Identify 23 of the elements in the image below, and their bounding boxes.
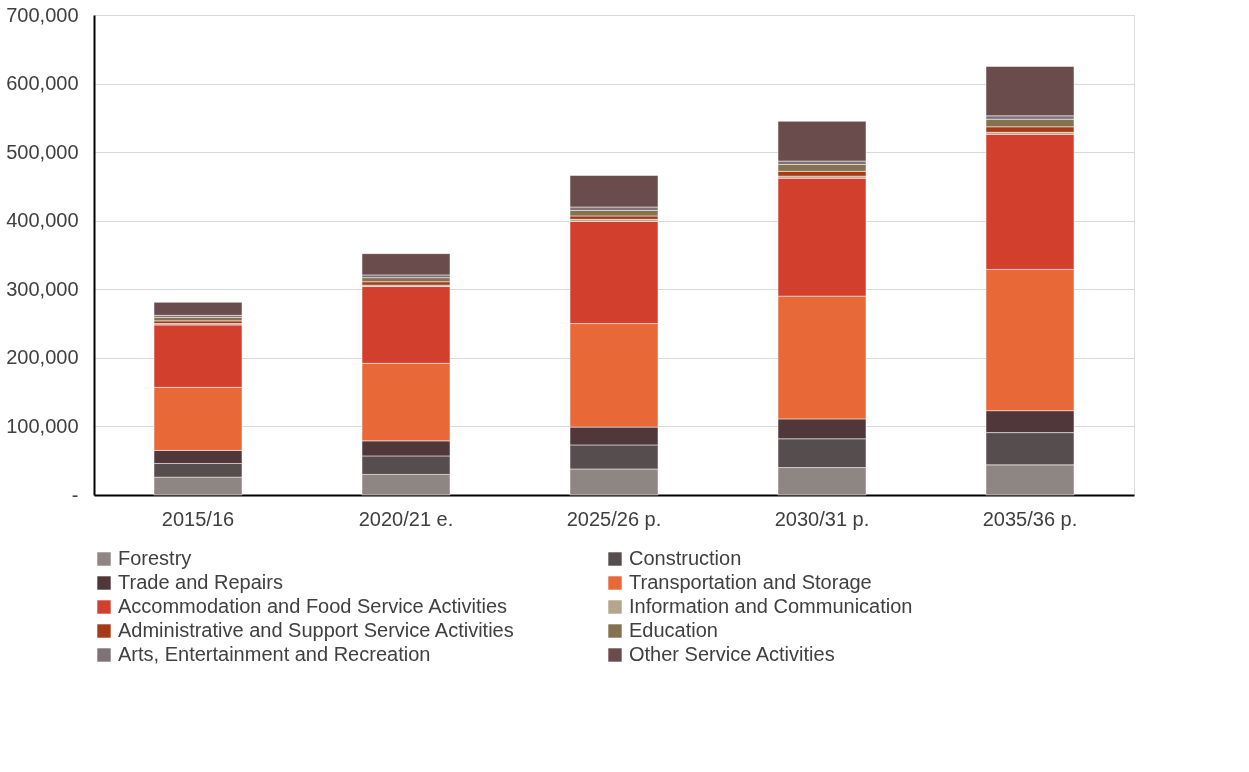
legend-label: Transportation and Storage (629, 571, 872, 593)
x-tick-label: 2035/36 p. (982, 507, 1078, 530)
x-tick-label: 2025/26 p. (566, 507, 662, 530)
x-tick-label: 2020/21 e. (358, 507, 454, 530)
legend-label: Information and Communication (629, 595, 913, 617)
y-tick-label: 700,000 (6, 3, 79, 26)
y-tick-label: 400,000 (6, 209, 79, 232)
y-tick-label: 300,000 (6, 277, 79, 300)
legend-label: Other Service Activities (629, 643, 835, 665)
legend-label: Accommodation and Food Service Activities (118, 595, 508, 617)
x-tick-label: 2015/16 (161, 507, 235, 530)
y-tick-label: 200,000 (6, 346, 79, 369)
y-tick-label: 500,000 (6, 140, 79, 163)
legend-label: Forestry (118, 547, 192, 569)
legend-label: Administrative and Support Service Activities (118, 619, 514, 641)
legend-label: Arts, Entertainment and Recreation (118, 643, 431, 665)
legend-label: Construction (629, 547, 742, 569)
y-tick-label: 100,000 (6, 414, 79, 437)
y-tick-label: 600,000 (6, 72, 79, 95)
legend-label: Education (629, 619, 718, 641)
x-tick-label: 2030/31 p. (774, 507, 870, 530)
legend-label: Trade and Repairs (118, 571, 283, 593)
y-tick-label: - (71, 483, 79, 506)
